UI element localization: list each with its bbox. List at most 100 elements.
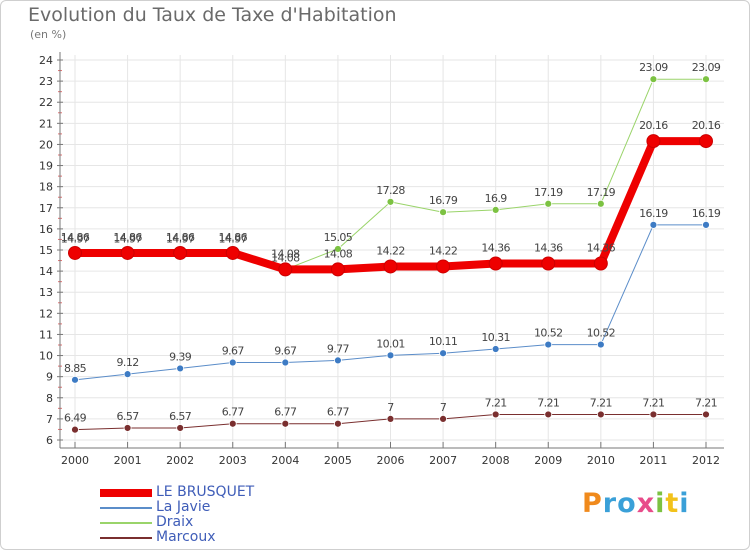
legend-label: La Javie xyxy=(156,499,211,515)
data-point xyxy=(436,259,451,274)
proxiti-logo: Proxiti xyxy=(582,488,690,519)
logo-letter: i xyxy=(679,488,690,519)
data-point xyxy=(491,345,500,353)
y-tick-label: 6 xyxy=(46,434,53,447)
x-tick-label: 2005 xyxy=(324,454,352,467)
data-label: 9.12 xyxy=(117,356,139,369)
x-tick-label: 2006 xyxy=(377,454,405,467)
data-label: 10.11 xyxy=(429,335,458,348)
logo-letter: x xyxy=(636,488,656,519)
data-point xyxy=(702,220,710,229)
data-point xyxy=(544,340,553,349)
data-point xyxy=(702,75,710,84)
data-label: 14.22 xyxy=(376,244,405,257)
data-label: 6.77 xyxy=(327,406,350,419)
data-label: 7.21 xyxy=(537,396,559,409)
data-point xyxy=(439,349,447,358)
y-tick-label: 20 xyxy=(39,138,53,151)
y-tick-label: 14 xyxy=(39,265,53,278)
data-label: 14.22 xyxy=(429,244,458,257)
x-tick-label: 2011 xyxy=(639,454,667,467)
data-point xyxy=(176,364,185,373)
data-label: 6.57 xyxy=(117,410,140,423)
data-point xyxy=(649,410,658,419)
data-label: 14.08 xyxy=(271,247,300,260)
data-label: 14.86 xyxy=(166,231,195,244)
data-point xyxy=(386,197,395,206)
x-tick-label: 2001 xyxy=(114,454,142,467)
data-label: 14.36 xyxy=(481,242,510,255)
data-point xyxy=(491,205,500,214)
data-label: 6.77 xyxy=(222,406,245,419)
y-tick-label: 23 xyxy=(39,75,53,88)
x-tick-label: 2002 xyxy=(166,454,194,467)
data-point xyxy=(71,425,79,434)
y-tick-label: 9 xyxy=(46,371,53,384)
data-label: 9.67 xyxy=(222,345,245,358)
data-point xyxy=(439,208,447,217)
x-tick-label: 2004 xyxy=(271,454,299,467)
data-point xyxy=(281,358,290,367)
y-tick-label: 22 xyxy=(39,96,53,109)
logo-letter: r xyxy=(602,488,618,519)
data-point xyxy=(123,424,132,432)
data-point xyxy=(68,245,82,260)
data-label: 7.21 xyxy=(590,396,612,409)
data-label: 23.09 xyxy=(692,61,721,74)
data-label: 17.28 xyxy=(376,184,405,197)
data-point xyxy=(649,75,658,84)
data-label: 10.01 xyxy=(376,337,405,350)
data-label: 9.67 xyxy=(274,345,297,358)
data-label: 20.16 xyxy=(639,119,668,132)
data-point xyxy=(334,356,342,365)
data-point xyxy=(596,410,605,419)
x-tick-label: 2000 xyxy=(61,454,89,467)
data-point xyxy=(699,134,713,149)
data-label: 15.05 xyxy=(324,231,353,244)
legend-swatch xyxy=(100,489,152,497)
data-label: 10.31 xyxy=(481,331,510,344)
data-label: 10.52 xyxy=(534,327,563,340)
data-label: 14.86 xyxy=(61,231,90,244)
data-label: 6.49 xyxy=(64,412,87,425)
y-tick-label: 8 xyxy=(46,392,53,405)
data-label: 17.19 xyxy=(534,186,563,199)
data-point xyxy=(596,199,605,208)
data-label: 14.86 xyxy=(113,231,142,244)
data-point xyxy=(278,262,293,277)
data-point xyxy=(702,410,710,419)
data-point xyxy=(120,245,135,260)
y-tick-label: 7 xyxy=(46,413,53,426)
y-tick-label: 24 xyxy=(39,54,53,67)
data-label: 7 xyxy=(440,401,447,414)
data-label: 23.09 xyxy=(639,61,668,74)
y-tick-label: 18 xyxy=(39,181,53,194)
data-point xyxy=(646,134,661,149)
data-point xyxy=(649,220,658,229)
data-label: 6.57 xyxy=(169,410,192,423)
data-label: 10.52 xyxy=(587,327,616,340)
data-label: 7.21 xyxy=(695,396,717,409)
data-label: 9.77 xyxy=(327,342,350,355)
x-tick-label: 2012 xyxy=(692,454,720,467)
data-label: 16.79 xyxy=(429,194,458,207)
data-point xyxy=(544,199,553,208)
data-point xyxy=(491,410,500,419)
y-tick-label: 12 xyxy=(39,307,53,320)
data-label: 14.08 xyxy=(271,251,300,264)
legend-swatch xyxy=(100,522,152,524)
data-point xyxy=(334,245,342,253)
data-point xyxy=(383,259,398,274)
data-label: 17.19 xyxy=(587,186,616,199)
legend-label: Marcoux xyxy=(156,529,216,545)
data-label: 16.19 xyxy=(692,207,721,220)
data-point xyxy=(225,245,240,260)
y-tick-label: 17 xyxy=(39,202,53,215)
data-label: 14.36 xyxy=(534,242,563,255)
data-point xyxy=(541,256,556,271)
legend-swatch xyxy=(100,537,152,539)
data-label: 14.97 xyxy=(61,233,90,246)
data-label: 16.9 xyxy=(485,192,508,205)
